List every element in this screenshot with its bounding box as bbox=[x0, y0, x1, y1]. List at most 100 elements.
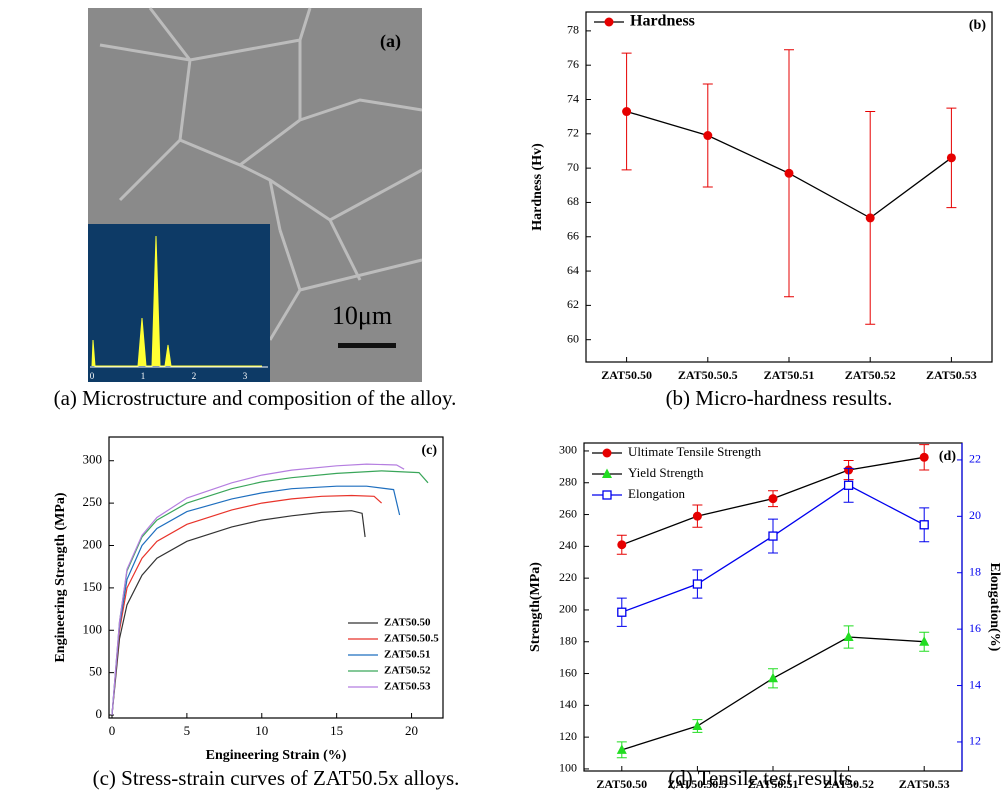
marker bbox=[769, 494, 778, 503]
series-line bbox=[112, 511, 365, 715]
x-tick-label: ZAT50.52 bbox=[845, 368, 896, 382]
eds-tick-label: 2 bbox=[192, 371, 197, 381]
legend-label: Ultimate Tensile Strength bbox=[628, 444, 762, 459]
caption: (a) Microstructure and composition of th… bbox=[54, 386, 457, 410]
series-line bbox=[622, 637, 924, 750]
y-axis-label: Strength(MPa) bbox=[528, 562, 543, 652]
scale-bar-label: 10μm bbox=[332, 301, 392, 330]
panel-label: (a) bbox=[380, 31, 401, 52]
legend-label: Yield Strength bbox=[628, 465, 704, 480]
y-tick-label: 62 bbox=[567, 297, 579, 311]
x-tick-label: 15 bbox=[330, 723, 343, 738]
y-tick-label: 260 bbox=[559, 506, 577, 520]
caption: (d) Tensile test results. bbox=[668, 766, 857, 790]
marker bbox=[602, 469, 612, 479]
legend-label: ZAT50.53 bbox=[384, 681, 431, 693]
y2-axis-label: Elongation(%) bbox=[987, 563, 1002, 652]
y-tick-label: 200 bbox=[559, 602, 577, 616]
y2-tick-label: 18 bbox=[969, 564, 981, 578]
legend-label: ZAT50.52 bbox=[384, 665, 431, 677]
chart: ZAT50.50 ZAT50.50.5 ZAT50.51 ZAT50.52 ZAT50.… bbox=[530, 12, 992, 410]
x-tick-label: ZAT50.50.5 bbox=[678, 368, 738, 382]
marker bbox=[866, 213, 875, 222]
x-tick-label: 20 bbox=[405, 723, 418, 738]
y-tick-label: 0 bbox=[96, 706, 103, 721]
y-tick-label: 280 bbox=[559, 474, 577, 488]
y2-tick-label: 22 bbox=[969, 452, 981, 466]
y-tick-label: 72 bbox=[567, 126, 579, 140]
x-axis-label: Engineering Strain (%) bbox=[206, 748, 347, 763]
x-tick-label: ZAT50.51 bbox=[764, 368, 815, 382]
y-tick-label: 220 bbox=[559, 570, 577, 584]
series-line bbox=[112, 471, 428, 715]
eds-tick-label: 0 bbox=[90, 371, 95, 381]
micrograph: (a) 10μm 0 1 2 3 bbox=[88, 8, 422, 382]
x-tick-label: ZAT50.50 bbox=[596, 777, 647, 791]
panel-label: (c) bbox=[421, 443, 437, 458]
y-tick-label: 66 bbox=[567, 229, 579, 243]
y-tick-label: 150 bbox=[83, 579, 103, 594]
panel-label: (d) bbox=[939, 449, 956, 464]
y2-tick-label: 20 bbox=[969, 508, 981, 522]
y-tick-label: 240 bbox=[559, 538, 577, 552]
eds-tick-label: 3 bbox=[243, 371, 248, 381]
series-line bbox=[112, 496, 382, 716]
y-tick-label: 50 bbox=[89, 664, 102, 679]
caption: (c) Stress-strain curves of ZAT50.5x all… bbox=[93, 766, 460, 790]
legend-label: ZAT50.51 bbox=[384, 649, 431, 661]
marker bbox=[693, 512, 702, 521]
y-tick-label: 100 bbox=[83, 621, 103, 636]
y-tick-label: 120 bbox=[559, 729, 577, 743]
x-tick-label: 10 bbox=[255, 723, 268, 738]
marker bbox=[947, 153, 956, 162]
marker bbox=[703, 131, 712, 140]
marker bbox=[617, 540, 626, 549]
marker bbox=[618, 608, 626, 616]
y-tick-label: 76 bbox=[567, 57, 579, 71]
y-tick-label: 78 bbox=[567, 23, 579, 37]
scale-bar bbox=[338, 343, 396, 348]
y2-tick-label: 14 bbox=[969, 677, 981, 691]
y2-tick-label: 16 bbox=[969, 621, 981, 635]
y-tick-label: 300 bbox=[559, 443, 577, 457]
y-tick-label: 60 bbox=[567, 331, 579, 345]
marker bbox=[768, 673, 778, 683]
y-tick-label: 180 bbox=[559, 633, 577, 647]
y-tick-label: 64 bbox=[567, 263, 579, 277]
eds-tick-label: 1 bbox=[141, 371, 146, 381]
figure: (a) 10μm 0123 (a) Microstructure and com… bbox=[0, 0, 1004, 797]
y-tick-label: 300 bbox=[83, 452, 103, 467]
y-tick-label: 160 bbox=[559, 665, 577, 679]
caption: (b) Micro-hardness results. bbox=[666, 386, 893, 410]
y-axis-label: Hardness (Hv) bbox=[530, 143, 545, 231]
legend-label: ZAT50.50 bbox=[384, 617, 431, 629]
x-tick-label: 0 bbox=[109, 723, 116, 738]
marker bbox=[605, 18, 614, 27]
marker bbox=[693, 580, 701, 588]
marker bbox=[785, 169, 794, 178]
y-tick-label: 70 bbox=[567, 160, 579, 174]
legend-label: ZAT50.50.5 bbox=[384, 633, 439, 645]
marker bbox=[844, 631, 854, 641]
x-tick-label: 5 bbox=[184, 723, 191, 738]
marker bbox=[692, 721, 702, 731]
eds-inset bbox=[88, 224, 270, 382]
x-tick-label: ZAT50.50 bbox=[601, 368, 652, 382]
marker bbox=[920, 453, 929, 462]
marker bbox=[603, 449, 612, 458]
y-tick-label: 140 bbox=[559, 697, 577, 711]
panel-label: (b) bbox=[969, 18, 986, 33]
series-line bbox=[112, 464, 404, 715]
marker bbox=[845, 481, 853, 489]
y-tick-label: 250 bbox=[83, 494, 103, 509]
y-tick-label: 68 bbox=[567, 194, 579, 208]
y2-tick-label: 12 bbox=[969, 734, 981, 748]
y-tick-label: 100 bbox=[559, 761, 577, 775]
legend-label: Hardness bbox=[630, 13, 695, 30]
marker bbox=[920, 521, 928, 529]
x-tick-label: ZAT50.53 bbox=[926, 368, 977, 382]
marker bbox=[603, 491, 611, 499]
y-axis-label: Engineering Strength (MPa) bbox=[53, 492, 68, 662]
